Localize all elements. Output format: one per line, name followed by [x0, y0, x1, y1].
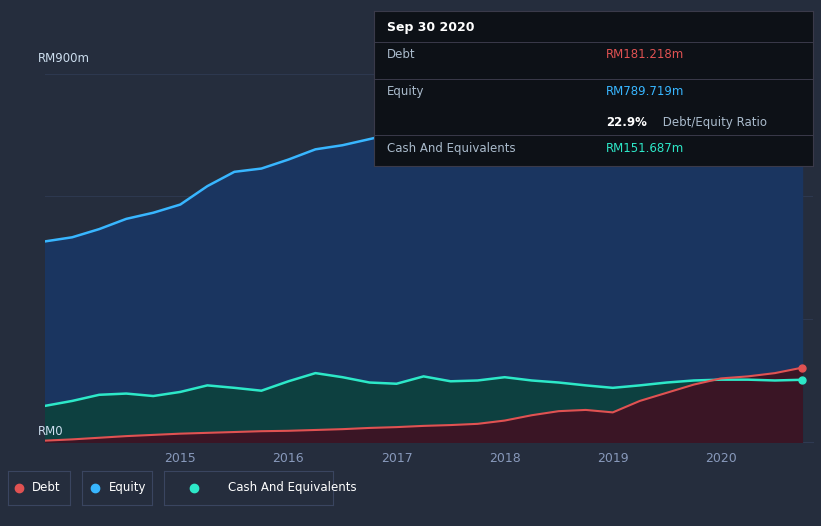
- Text: RM181.218m: RM181.218m: [607, 48, 685, 61]
- Text: Equity: Equity: [108, 481, 146, 494]
- Text: Cash And Equivalents: Cash And Equivalents: [387, 143, 516, 155]
- Text: RM151.687m: RM151.687m: [607, 143, 685, 155]
- Text: 22.9%: 22.9%: [607, 116, 647, 129]
- Text: RM900m: RM900m: [38, 52, 89, 65]
- Text: Debt: Debt: [31, 481, 60, 494]
- Text: Sep 30 2020: Sep 30 2020: [387, 22, 475, 34]
- Text: RM789.719m: RM789.719m: [607, 85, 685, 98]
- Text: RM0: RM0: [38, 425, 63, 438]
- Text: Debt: Debt: [387, 48, 415, 61]
- Text: Cash And Equivalents: Cash And Equivalents: [228, 481, 357, 494]
- Text: Equity: Equity: [387, 85, 424, 98]
- Text: Debt/Equity Ratio: Debt/Equity Ratio: [659, 116, 767, 129]
